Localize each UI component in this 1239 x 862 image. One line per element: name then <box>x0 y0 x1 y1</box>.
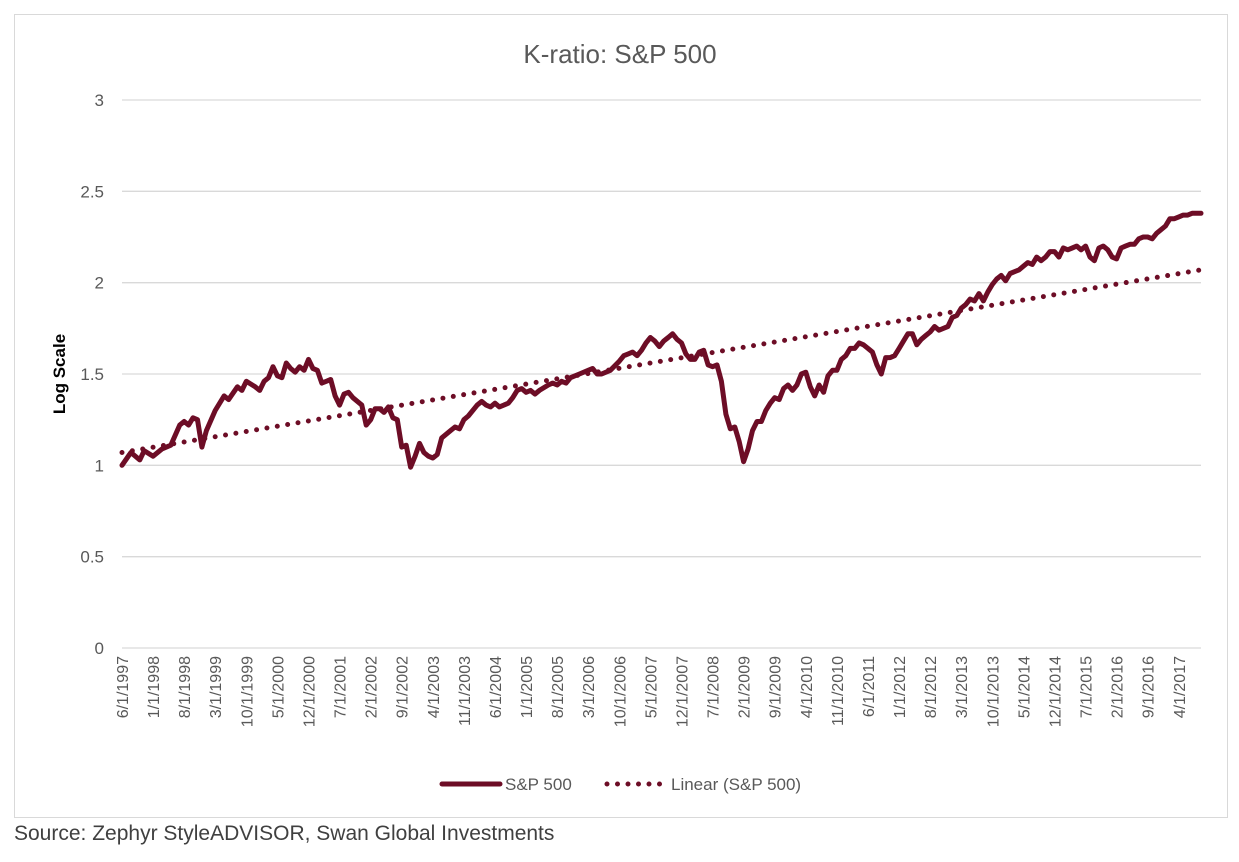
x-tick-label: 12/1/2007 <box>674 656 691 727</box>
x-tick-label: 5/1/2014 <box>1016 656 1033 718</box>
x-tick-label: 12/1/2014 <box>1047 656 1064 727</box>
x-tick-label: 8/1/2005 <box>550 656 567 718</box>
x-tick-label: 6/1/2004 <box>488 656 505 718</box>
series-layer <box>119 210 1204 470</box>
x-tick-label: 4/1/2010 <box>799 656 816 718</box>
x-tick-label: 2/1/2002 <box>364 656 381 718</box>
y-axis-tick-labels: 0 0.5 1 1.5 2 2.5 3 <box>80 91 104 658</box>
y-axis-title: Log Scale <box>50 334 69 414</box>
x-tick-label: 3/1/1999 <box>208 656 225 718</box>
x-axis-tick-labels: 6/1/1997 1/1/1998 8/1/1998 3/1/1999 10/1/199… <box>115 656 1189 727</box>
y-tick-label: 1 <box>95 456 104 475</box>
x-tick-label: 9/1/2009 <box>768 656 785 718</box>
x-tick-label: 2/1/2009 <box>737 656 754 718</box>
chart-title: K-ratio: S&P 500 <box>523 39 716 69</box>
x-tick-label: 9/1/2016 <box>1141 656 1158 718</box>
x-tick-label: 8/1/1998 <box>177 656 194 718</box>
x-tick-label: 9/1/2002 <box>395 656 412 718</box>
x-tick-label: 8/1/2012 <box>923 656 940 718</box>
source-note: Source: Zephyr StyleADVISOR, Swan Global… <box>14 822 555 845</box>
legend: S&P 500 Linear (S&P 500) <box>439 775 801 794</box>
x-tick-label: 7/1/2001 <box>333 656 350 718</box>
x-tick-label: 2/1/2016 <box>1110 656 1127 718</box>
x-tick-label: 1/1/2005 <box>519 656 536 718</box>
x-tick-label: 3/1/2006 <box>581 656 598 718</box>
y-tick-label: 1.5 <box>80 365 104 384</box>
legend-label: S&P 500 <box>505 775 572 794</box>
legend-label: Linear (S&P 500) <box>671 775 801 794</box>
x-tick-label: 4/1/2017 <box>1172 656 1189 718</box>
x-tick-label: 5/1/2000 <box>270 656 287 718</box>
y-tick-label: 3 <box>95 91 104 110</box>
x-tick-label: 6/1/2011 <box>861 656 878 717</box>
x-tick-label: 11/1/2003 <box>457 656 474 726</box>
chart-frame <box>14 14 1228 818</box>
y-tick-label: 2 <box>95 274 104 293</box>
gridlines <box>122 99 1201 649</box>
x-tick-label: 10/1/1999 <box>239 656 256 727</box>
x-tick-label: 3/1/2013 <box>954 656 971 718</box>
y-tick-label: 2.5 <box>80 182 104 201</box>
x-tick-label: 5/1/2007 <box>643 656 660 718</box>
y-tick-label: 0.5 <box>80 548 104 567</box>
x-tick-label: 11/1/2010 <box>830 656 847 726</box>
x-tick-label: 1/1/2012 <box>892 656 909 718</box>
series-line-sp500 <box>119 210 1204 470</box>
x-tick-label: 12/1/2000 <box>301 656 318 727</box>
x-tick-label: 6/1/1997 <box>115 656 132 718</box>
y-tick-label: 0 <box>95 639 104 658</box>
x-tick-label: 1/1/1998 <box>146 656 163 718</box>
x-tick-label: 7/1/2008 <box>706 656 723 718</box>
x-tick-label: 4/1/2003 <box>426 656 443 718</box>
x-tick-label: 10/1/2013 <box>985 656 1002 727</box>
x-tick-label: 10/1/2006 <box>612 656 629 727</box>
series-line-linear-trend <box>119 267 1204 455</box>
x-tick-label: 7/1/2015 <box>1079 656 1096 718</box>
